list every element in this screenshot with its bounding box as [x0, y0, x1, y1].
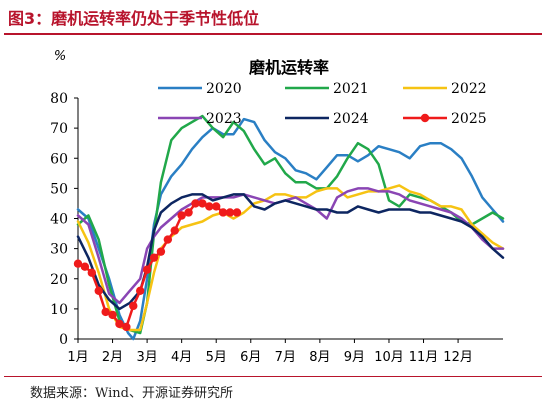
axes: 0 10 20 30 40 50 60 70 80 1月 2月 3月 4月 5月 6月 7月 8月 9月 10月 11…	[50, 91, 503, 365]
series-point-2025	[122, 322, 131, 332]
line-chart: 磨机运转率 % 0 10 20 30 40 50 60 70 80 1月 2月 3月 4月 5月 6月 7月 8…	[50, 49, 505, 365]
series-point-2025	[198, 199, 207, 208]
series-point-2025	[177, 211, 186, 220]
series-line-2020	[76, 117, 505, 341]
legend-label-2024: 2024	[333, 111, 369, 127]
series-point-2025	[156, 247, 166, 256]
legend-label-2025: 2025	[451, 111, 487, 127]
series-point-2025	[94, 286, 103, 295]
legend-label-2022: 2022	[451, 81, 487, 97]
x-tick-label: 3月	[136, 350, 157, 365]
y-tick-label: 0	[59, 332, 68, 348]
legend: 2020 2021 2022 2023 2024 2025	[158, 81, 487, 127]
x-tick-label: 7月	[275, 350, 296, 365]
series-point-2025	[101, 307, 110, 317]
x-tick-label: 4月	[171, 350, 192, 365]
x-tick-label: 5月	[206, 350, 227, 365]
x-tick-label: 11月	[409, 350, 439, 365]
y-tick-label: 20	[50, 272, 68, 288]
series-point-2025	[115, 319, 124, 329]
series-point-2025	[135, 286, 145, 295]
x-tick-label: 8月	[309, 350, 330, 365]
x-tick-label: 2月	[102, 350, 123, 365]
series-point-2025	[170, 226, 179, 235]
series-lines	[73, 114, 505, 341]
series-point-2025	[87, 268, 97, 277]
series-line-2021	[76, 114, 505, 335]
figure-title: 图3：磨机运转率仍处于季节性低位	[8, 9, 260, 28]
series-point-2025	[205, 202, 214, 211]
x-tick-label: 9月	[344, 350, 365, 365]
y-tick-label: 30	[50, 242, 68, 258]
x-tick-label: 10月	[374, 350, 404, 365]
series-point-2025	[218, 208, 228, 217]
series-point-2025	[80, 262, 90, 271]
y-tick-label: 80	[50, 91, 68, 107]
series-point-2025	[108, 310, 117, 320]
y-tick-label: 60	[50, 151, 68, 167]
legend-label-2023: 2023	[206, 111, 242, 127]
series-point-2025	[149, 253, 159, 262]
title-rule	[4, 33, 542, 35]
y-tick-label: 70	[50, 121, 68, 137]
series-point-2025	[225, 208, 235, 217]
y-tick-label: 10	[50, 302, 68, 318]
y-tick-label: 50	[50, 181, 68, 197]
x-tick-label: 1月	[67, 350, 88, 365]
series-point-2025	[129, 301, 138, 311]
legend-label-2020: 2020	[206, 81, 242, 97]
series-point-2025	[163, 235, 173, 244]
chart-title: 磨机运转率	[249, 58, 329, 77]
legend-marker-2025	[420, 113, 430, 123]
y-unit-label: %	[54, 49, 66, 64]
source-rule	[4, 376, 542, 377]
series-point-2025	[73, 259, 83, 268]
series-line-2022	[76, 184, 505, 332]
source-note: 数据来源：Wind、开源证券研究所	[30, 386, 233, 401]
series-point-2025	[232, 208, 242, 217]
series-point-2025	[212, 202, 221, 211]
legend-label-2021: 2021	[333, 81, 369, 97]
series-point-2025	[184, 208, 193, 217]
y-tick-label: 40	[50, 212, 68, 228]
series-point-2025	[191, 199, 200, 208]
series-point-2025	[142, 265, 152, 274]
x-tick-label: 6月	[240, 350, 261, 365]
x-tick-label: 12月	[443, 350, 473, 365]
